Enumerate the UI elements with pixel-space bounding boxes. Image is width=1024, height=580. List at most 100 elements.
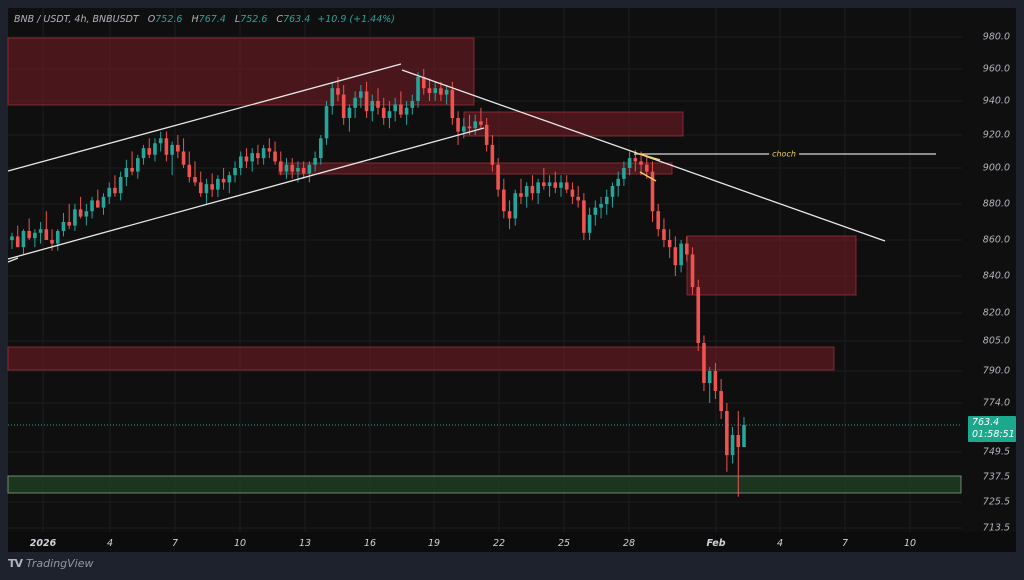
candle-body bbox=[284, 164, 289, 172]
candle-body bbox=[502, 189, 506, 212]
price-tick: 860.0 bbox=[982, 234, 1010, 246]
candle-body bbox=[170, 144, 174, 155]
candle-body bbox=[336, 88, 340, 95]
candle-body bbox=[118, 177, 123, 194]
candle-body bbox=[667, 240, 672, 248]
candle-body bbox=[153, 143, 157, 155]
candle-body bbox=[227, 175, 232, 183]
time-tick: 4 bbox=[776, 538, 784, 549]
low-value: 752.6 bbox=[240, 14, 268, 25]
tradingview-logo[interactable]: TV TradingView bbox=[8, 557, 94, 570]
price-tick: 737.5 bbox=[982, 471, 1010, 483]
candle-body bbox=[164, 138, 169, 155]
choch-label: choch bbox=[769, 149, 799, 159]
candle-body bbox=[484, 124, 489, 145]
candle-body bbox=[27, 231, 31, 239]
channel-lower-stub bbox=[7, 257, 19, 263]
candle-body bbox=[250, 153, 254, 162]
candle-body bbox=[690, 254, 695, 288]
time-tick: 25 bbox=[557, 538, 571, 549]
candle-body bbox=[622, 168, 626, 179]
candle-body bbox=[61, 222, 66, 231]
candle-body bbox=[158, 138, 163, 144]
price-tick: 790.0 bbox=[982, 365, 1010, 377]
candle-body bbox=[33, 232, 37, 239]
candle-body bbox=[238, 156, 243, 168]
candle-body bbox=[364, 91, 369, 112]
candle-body bbox=[193, 177, 197, 183]
candle-body bbox=[10, 236, 14, 240]
candle-body bbox=[456, 118, 460, 132]
candle-body bbox=[427, 88, 432, 93]
candle-body bbox=[416, 77, 420, 101]
high-label: H bbox=[191, 14, 199, 25]
candle-body bbox=[702, 343, 706, 383]
candle-body bbox=[553, 182, 558, 188]
candle-body bbox=[198, 182, 203, 194]
candle-body bbox=[130, 168, 134, 172]
price-tick: 880.0 bbox=[982, 198, 1010, 210]
time-tick: 22 bbox=[492, 538, 506, 549]
last-price: 763.4 bbox=[972, 417, 1000, 428]
candle-body bbox=[353, 97, 357, 108]
candle-body bbox=[15, 236, 20, 248]
candle-body bbox=[50, 240, 54, 244]
candle-body bbox=[662, 229, 666, 240]
symbol-title: BNB / USDT, 4h, BNBUSDT bbox=[14, 14, 139, 25]
channel-upper-line bbox=[7, 63, 402, 172]
candle-body bbox=[673, 247, 678, 266]
candle-body bbox=[644, 164, 649, 172]
candle-body bbox=[393, 104, 397, 112]
candle-body bbox=[496, 164, 500, 190]
candle-body bbox=[576, 196, 580, 201]
price-tick: 900.0 bbox=[982, 162, 1010, 174]
candle-body bbox=[421, 77, 426, 89]
candle-body bbox=[341, 94, 346, 118]
candle-body bbox=[233, 168, 237, 176]
time-tick: 2026 bbox=[29, 538, 57, 549]
time-tick: 28 bbox=[622, 538, 636, 549]
candle-body bbox=[707, 371, 712, 383]
supply-zone bbox=[463, 111, 684, 137]
candle-body bbox=[84, 211, 89, 217]
candle-body bbox=[78, 209, 83, 217]
time-axis[interactable] bbox=[8, 532, 1016, 552]
candle-body bbox=[55, 231, 60, 244]
candle-body bbox=[410, 101, 415, 108]
candle-body bbox=[633, 158, 638, 162]
candle-body bbox=[267, 148, 272, 152]
candle-body bbox=[530, 186, 535, 194]
candle-body bbox=[736, 435, 741, 447]
candle-body bbox=[290, 164, 295, 172]
price-axis[interactable] bbox=[962, 8, 1016, 532]
price-zones bbox=[7, 37, 962, 494]
symbol-header: BNB / USDT, 4h, BNBUSDT O752.6 H767.4 L7… bbox=[14, 14, 395, 25]
supply-zone bbox=[7, 346, 835, 371]
supply-zone bbox=[7, 37, 475, 106]
price-tick: 774.0 bbox=[982, 397, 1010, 409]
price-tick: 840.0 bbox=[982, 270, 1010, 282]
candle-body bbox=[307, 164, 312, 174]
candle-body bbox=[147, 148, 152, 155]
candle-body bbox=[547, 182, 552, 186]
candle-body bbox=[101, 196, 106, 208]
candle-body bbox=[604, 196, 609, 204]
candle-body bbox=[204, 184, 209, 194]
candle-body bbox=[639, 161, 643, 165]
time-tick: Feb bbox=[706, 538, 726, 549]
candle-body bbox=[650, 171, 655, 212]
candle-body bbox=[467, 126, 472, 129]
demand-zone bbox=[7, 475, 962, 494]
candle-body bbox=[124, 168, 129, 177]
close-label: C bbox=[276, 14, 284, 25]
change-value: +10.9 (+1.44%) bbox=[317, 14, 395, 25]
price-tick: 805.0 bbox=[982, 335, 1010, 347]
candle-body bbox=[370, 101, 375, 112]
candle-body bbox=[679, 243, 683, 266]
candle-body bbox=[273, 151, 277, 162]
time-tick: 19 bbox=[427, 538, 441, 549]
candle-body bbox=[461, 126, 466, 132]
candle-body bbox=[479, 121, 483, 125]
candle-body bbox=[713, 371, 718, 391]
